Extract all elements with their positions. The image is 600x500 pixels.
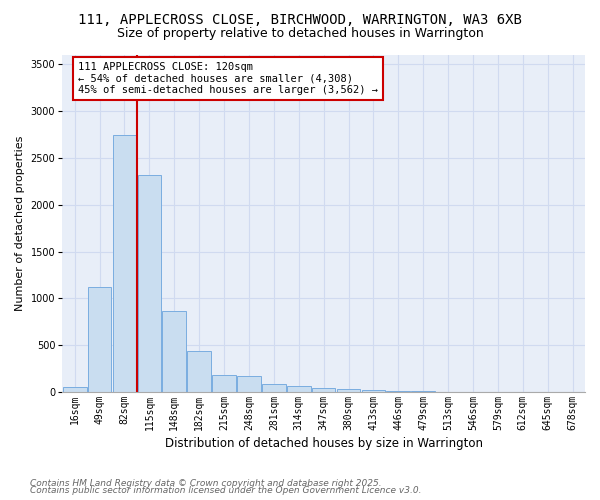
Text: 111 APPLECROSS CLOSE: 120sqm
← 54% of detached houses are smaller (4,308)
45% of: 111 APPLECROSS CLOSE: 120sqm ← 54% of de… bbox=[78, 62, 378, 95]
Text: Contains HM Land Registry data © Crown copyright and database right 2025.: Contains HM Land Registry data © Crown c… bbox=[30, 478, 382, 488]
Y-axis label: Number of detached properties: Number of detached properties bbox=[15, 136, 25, 311]
Bar bbox=[362, 390, 385, 392]
Bar bbox=[137, 175, 161, 392]
Bar bbox=[212, 374, 236, 392]
Bar bbox=[262, 384, 286, 392]
Text: 111, APPLECROSS CLOSE, BIRCHWOOD, WARRINGTON, WA3 6XB: 111, APPLECROSS CLOSE, BIRCHWOOD, WARRIN… bbox=[78, 12, 522, 26]
Bar bbox=[237, 376, 261, 392]
Bar bbox=[312, 388, 335, 392]
Bar bbox=[287, 386, 311, 392]
Bar bbox=[88, 287, 112, 392]
Bar bbox=[163, 310, 186, 392]
Bar bbox=[386, 391, 410, 392]
Text: Size of property relative to detached houses in Warrington: Size of property relative to detached ho… bbox=[116, 28, 484, 40]
X-axis label: Distribution of detached houses by size in Warrington: Distribution of detached houses by size … bbox=[164, 437, 482, 450]
Bar bbox=[113, 134, 136, 392]
Bar bbox=[63, 388, 86, 392]
Bar bbox=[337, 389, 361, 392]
Bar bbox=[187, 351, 211, 392]
Text: Contains public sector information licensed under the Open Government Licence v3: Contains public sector information licen… bbox=[30, 486, 421, 495]
